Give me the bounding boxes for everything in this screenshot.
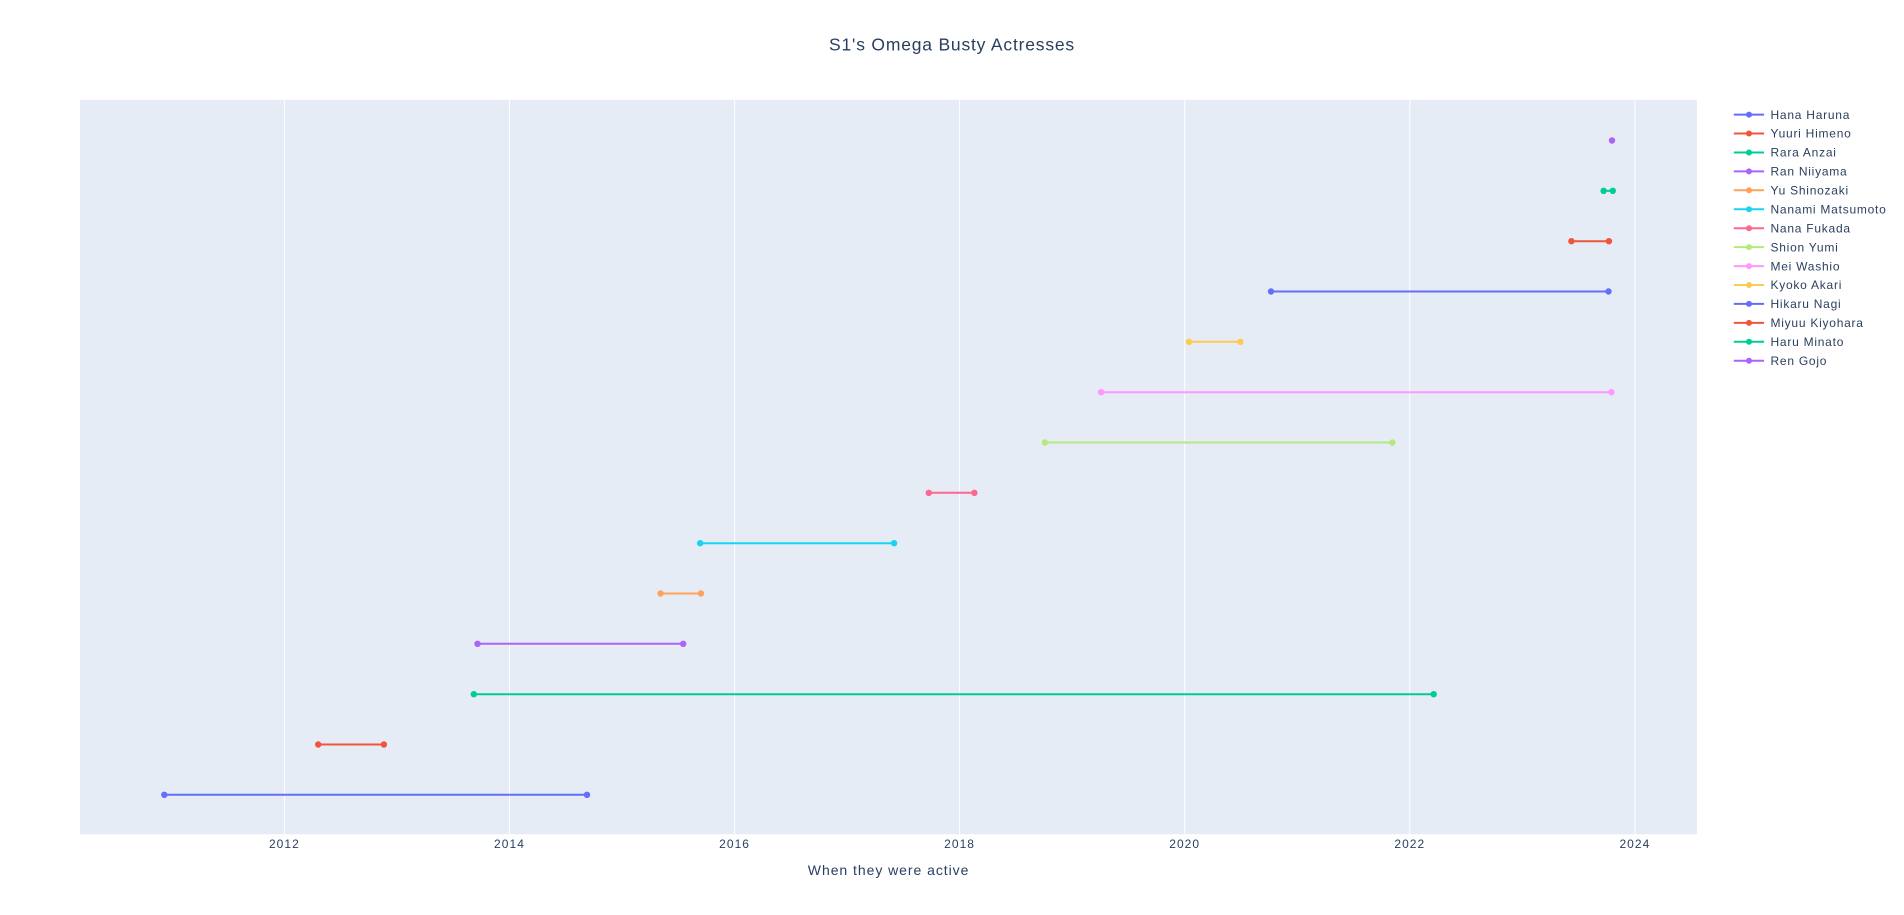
- svg-text:2016: 2016: [719, 837, 750, 851]
- svg-text:2014: 2014: [494, 837, 525, 851]
- svg-text:2022: 2022: [1394, 837, 1425, 851]
- svg-text:Haru Minato: Haru Minato: [1771, 335, 1845, 349]
- svg-text:Rara Anzai: Rara Anzai: [1771, 146, 1837, 160]
- svg-text:2020: 2020: [1169, 837, 1200, 851]
- svg-text:Miyuu Kiyohara: Miyuu Kiyohara: [1771, 316, 1864, 330]
- svg-text:Shion Yumi: Shion Yumi: [1771, 240, 1839, 254]
- svg-text:Yu Shinozaki: Yu Shinozaki: [1771, 184, 1849, 198]
- svg-text:2024: 2024: [1619, 837, 1650, 851]
- svg-text:Nana Fukada: Nana Fukada: [1771, 221, 1851, 235]
- svg-text:Hikaru Nagi: Hikaru Nagi: [1771, 297, 1842, 311]
- svg-text:Ren Gojo: Ren Gojo: [1771, 354, 1828, 368]
- svg-text:Ran Niiyama: Ran Niiyama: [1771, 165, 1848, 179]
- svg-text:S1's Omega Busty Actresses: S1's Omega Busty Actresses: [829, 35, 1075, 55]
- svg-text:When they were active: When they were active: [808, 862, 970, 878]
- svg-text:Hana Haruna: Hana Haruna: [1771, 108, 1851, 122]
- svg-text:Mei Washio: Mei Washio: [1771, 259, 1841, 273]
- svg-text:Yuuri Himeno: Yuuri Himeno: [1771, 127, 1852, 141]
- svg-text:2018: 2018: [944, 837, 975, 851]
- svg-text:Kyoko Akari: Kyoko Akari: [1771, 278, 1843, 292]
- svg-text:Nanami Matsumoto: Nanami Matsumoto: [1771, 203, 1887, 217]
- svg-text:2012: 2012: [269, 837, 300, 851]
